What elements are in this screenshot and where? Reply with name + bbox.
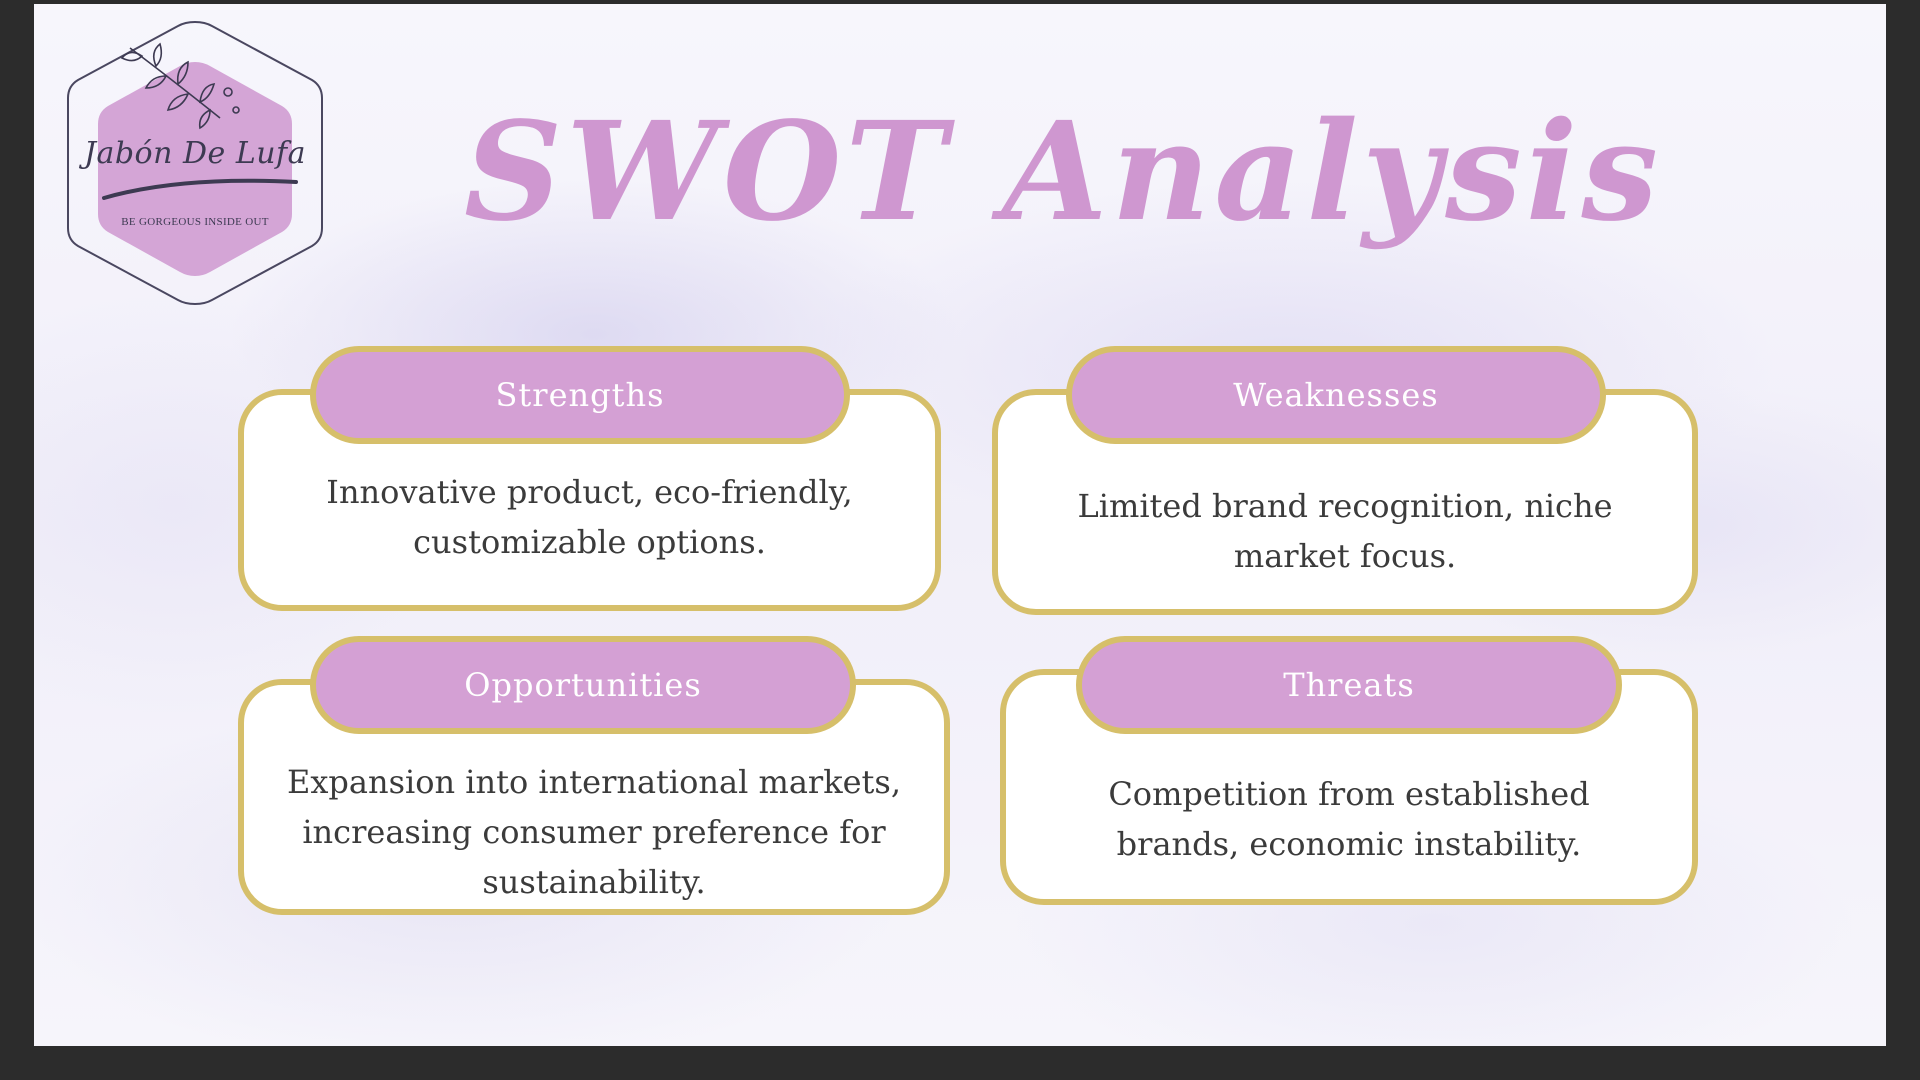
leaf-branch-icon [120, 42, 240, 130]
page-title: SWOT Analysis [464, 92, 1662, 252]
slide: Jabón De Lufa BE GORGEOUS INSIDE OUT SWO… [34, 4, 1886, 1046]
opportunities-description: Expansion into international markets, in… [244, 757, 944, 907]
weaknesses-line: Limited brand recognition, niche [1077, 487, 1613, 525]
logo-tagline: BE GORGEOUS INSIDE OUT [121, 216, 269, 228]
opportunities-line: Expansion into international markets, [287, 763, 901, 801]
weaknesses-line: market focus. [1233, 537, 1457, 575]
weaknesses-description: Limited brand recognition, niche market … [998, 481, 1692, 581]
strengths-heading: Strengths [310, 346, 850, 444]
logo-graphic [67, 20, 323, 306]
logo-brand-name: Jabón De Lufa [83, 136, 307, 171]
threats-heading: Threats [1076, 636, 1622, 734]
threats-line: brands, economic instability. [1116, 825, 1582, 863]
strengths-line: customizable options. [413, 523, 766, 561]
brand-logo: Jabón De Lufa BE GORGEOUS INSIDE OUT [60, 18, 330, 308]
opportunities-heading: Opportunities [310, 636, 856, 734]
weaknesses-heading: Weaknesses [1066, 346, 1606, 444]
threats-description: Competition from established brands, eco… [1006, 769, 1692, 869]
threats-line: Competition from established [1108, 775, 1590, 813]
strengths-description: Innovative product, eco-friendly, custom… [244, 467, 935, 567]
opportunities-line: sustainability. [482, 863, 706, 901]
opportunities-line: increasing consumer preference for [302, 813, 886, 851]
strengths-line: Innovative product, eco-friendly, [326, 473, 853, 511]
